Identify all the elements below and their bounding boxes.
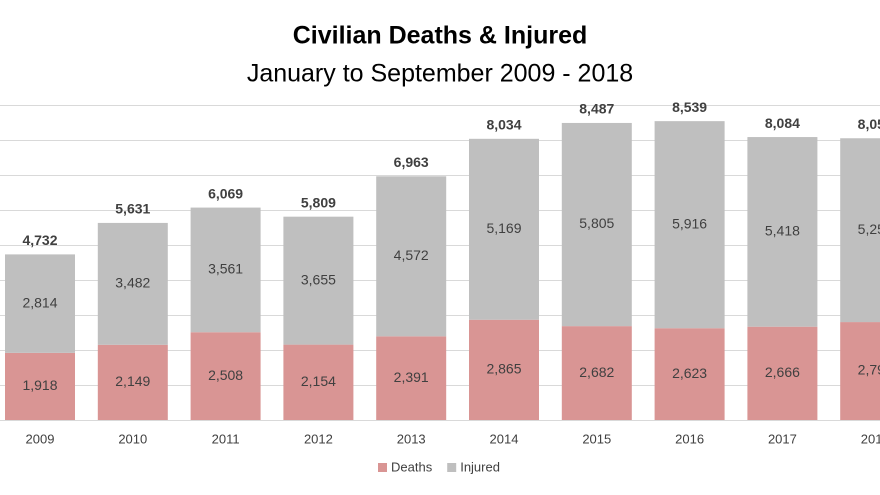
value-label: 2,508: [208, 367, 243, 383]
bar-segment: [469, 138, 539, 320]
value-label: 2,623: [672, 365, 707, 381]
bar-segment: [5, 254, 75, 353]
chart-title: Civilian Deaths & Injured: [293, 22, 588, 50]
bar-segment: [561, 122, 632, 327]
total-label: 6,963: [394, 154, 429, 170]
x-tick-label: 2009: [26, 431, 55, 446]
chart-subtitle: January to September 2009 - 2018: [247, 60, 633, 88]
bar-segment: [654, 328, 725, 420]
legend-label: Injured: [460, 459, 500, 474]
bar-segment: [840, 322, 880, 420]
bar-segment: [5, 352, 75, 420]
bar-segment: [376, 336, 447, 420]
bar-segment: [283, 344, 354, 420]
total-label: 5,809: [301, 194, 336, 210]
value-label: 2,154: [301, 373, 336, 389]
bar-segment: [654, 121, 725, 329]
value-label: 2,814: [22, 294, 57, 310]
value-label: 5,169: [486, 220, 521, 236]
legend-swatch: [378, 463, 387, 472]
x-tick-label: 2018: [861, 431, 880, 446]
bar-segment: [97, 222, 168, 345]
value-label: 2,798: [858, 362, 880, 378]
total-label: 8,084: [765, 115, 800, 131]
bar-segment: [747, 137, 818, 327]
total-label: 4,732: [22, 232, 57, 248]
value-label: 5,418: [765, 223, 800, 239]
x-tick-label: 2014: [490, 431, 519, 446]
bar-segment: [747, 326, 818, 420]
legend-swatch: [447, 463, 457, 472]
value-label: 5,805: [579, 215, 614, 231]
value-label: 1,918: [22, 377, 57, 393]
total-label: 5,631: [115, 201, 150, 217]
bar-segment: [561, 326, 632, 420]
total-label: 8,034: [486, 117, 521, 133]
value-label: 3,655: [301, 271, 336, 287]
legend-label: Deaths: [391, 459, 433, 474]
value-label: 5,252: [858, 221, 880, 237]
value-label: 2,391: [394, 369, 429, 385]
value-label: 3,561: [208, 261, 243, 277]
total-label: 8,539: [672, 99, 707, 115]
value-label: 2,149: [115, 373, 150, 389]
x-tick-label: 2015: [582, 431, 611, 446]
total-label: 8,487: [579, 101, 614, 117]
x-tick-label: 2012: [304, 431, 333, 446]
x-tick-label: 2017: [768, 431, 797, 446]
bar-segment: [840, 138, 880, 323]
total-label: 6,069: [208, 185, 243, 201]
total-label: 8,050: [858, 116, 880, 132]
value-label: 5,916: [672, 215, 707, 231]
x-tick-label: 2013: [397, 431, 426, 446]
x-tick-label: 2011: [212, 431, 240, 446]
bar-segment: [376, 176, 447, 337]
bar-segment: [190, 332, 261, 420]
value-label: 4,572: [394, 247, 429, 263]
bar-segment: [190, 207, 261, 333]
value-label: 2,682: [579, 364, 614, 380]
value-label: 3,482: [115, 275, 150, 291]
x-tick-label: 2016: [675, 431, 704, 446]
bar-segment: [97, 344, 168, 420]
bar-segment: [283, 216, 354, 345]
x-tick-label: 2010: [118, 431, 147, 446]
value-label: 2,865: [486, 361, 521, 377]
bar-segment: [469, 319, 539, 420]
value-label: 2,666: [765, 364, 800, 380]
